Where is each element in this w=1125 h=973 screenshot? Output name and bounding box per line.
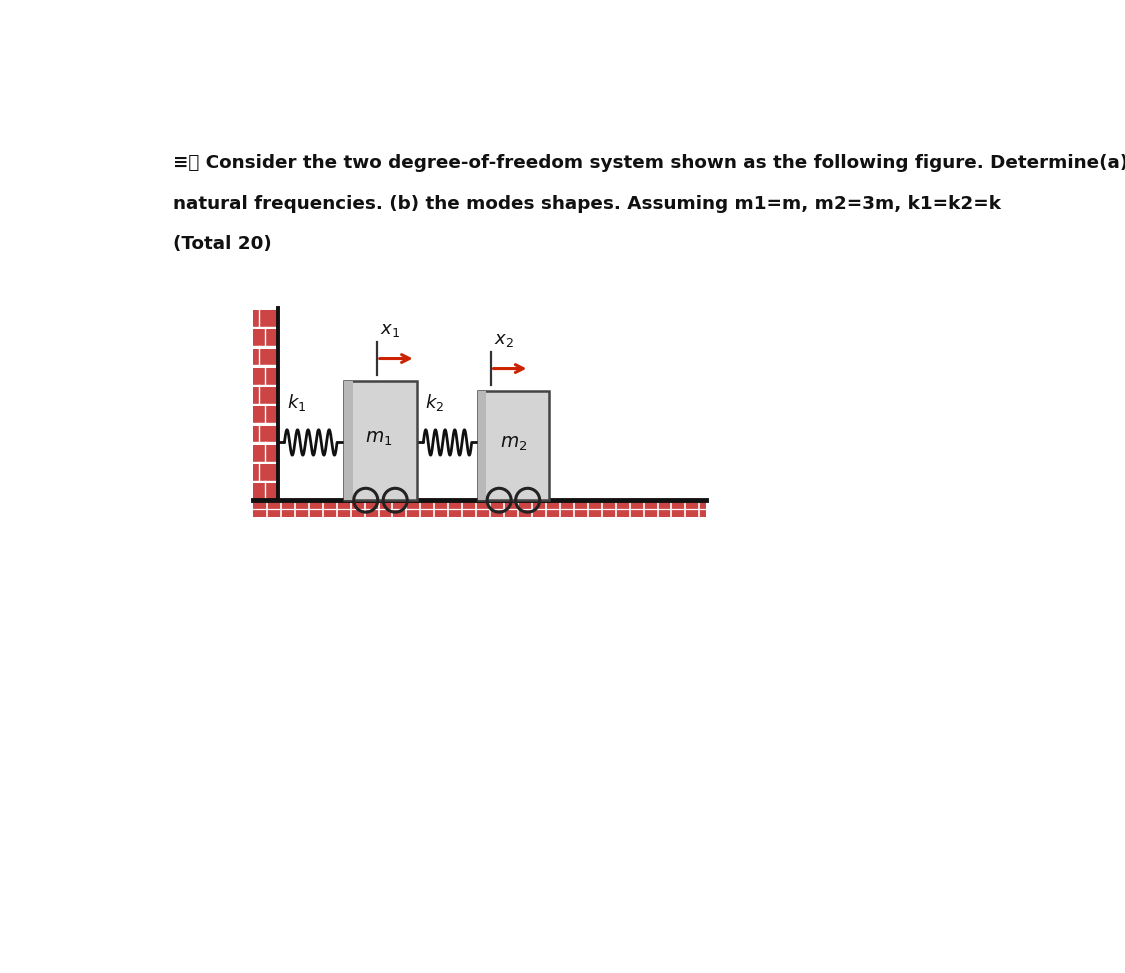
- Text: $m_2$: $m_2$: [500, 434, 528, 452]
- Text: $m_1$: $m_1$: [366, 429, 393, 448]
- Text: natural frequencies. (b) the modes shapes. Assuming m1=m, m2=3m, k1=k2=k: natural frequencies. (b) the modes shape…: [173, 195, 1001, 212]
- Text: $k_1$: $k_1$: [287, 392, 306, 413]
- Bar: [253, 445, 278, 462]
- Bar: [253, 484, 278, 500]
- Bar: [478, 391, 486, 500]
- Text: $k_2$: $k_2$: [425, 392, 444, 413]
- Bar: [253, 348, 278, 366]
- Bar: [253, 329, 278, 346]
- Bar: [343, 380, 352, 500]
- Text: ≡、 Consider the two degree-of-freedom system shown as the following figure. Dete: ≡、 Consider the two degree-of-freedom sy…: [173, 154, 1125, 171]
- Bar: [253, 464, 278, 481]
- Bar: [478, 391, 549, 500]
- Bar: [253, 310, 278, 327]
- Text: $x_1$: $x_1$: [380, 321, 399, 340]
- Bar: [253, 387, 278, 404]
- Text: (Total 20): (Total 20): [173, 234, 272, 253]
- Bar: [253, 425, 278, 443]
- Bar: [253, 407, 278, 423]
- Text: $x_2$: $x_2$: [494, 331, 513, 349]
- Bar: [253, 368, 278, 384]
- Bar: [343, 380, 417, 500]
- Bar: [253, 500, 706, 518]
